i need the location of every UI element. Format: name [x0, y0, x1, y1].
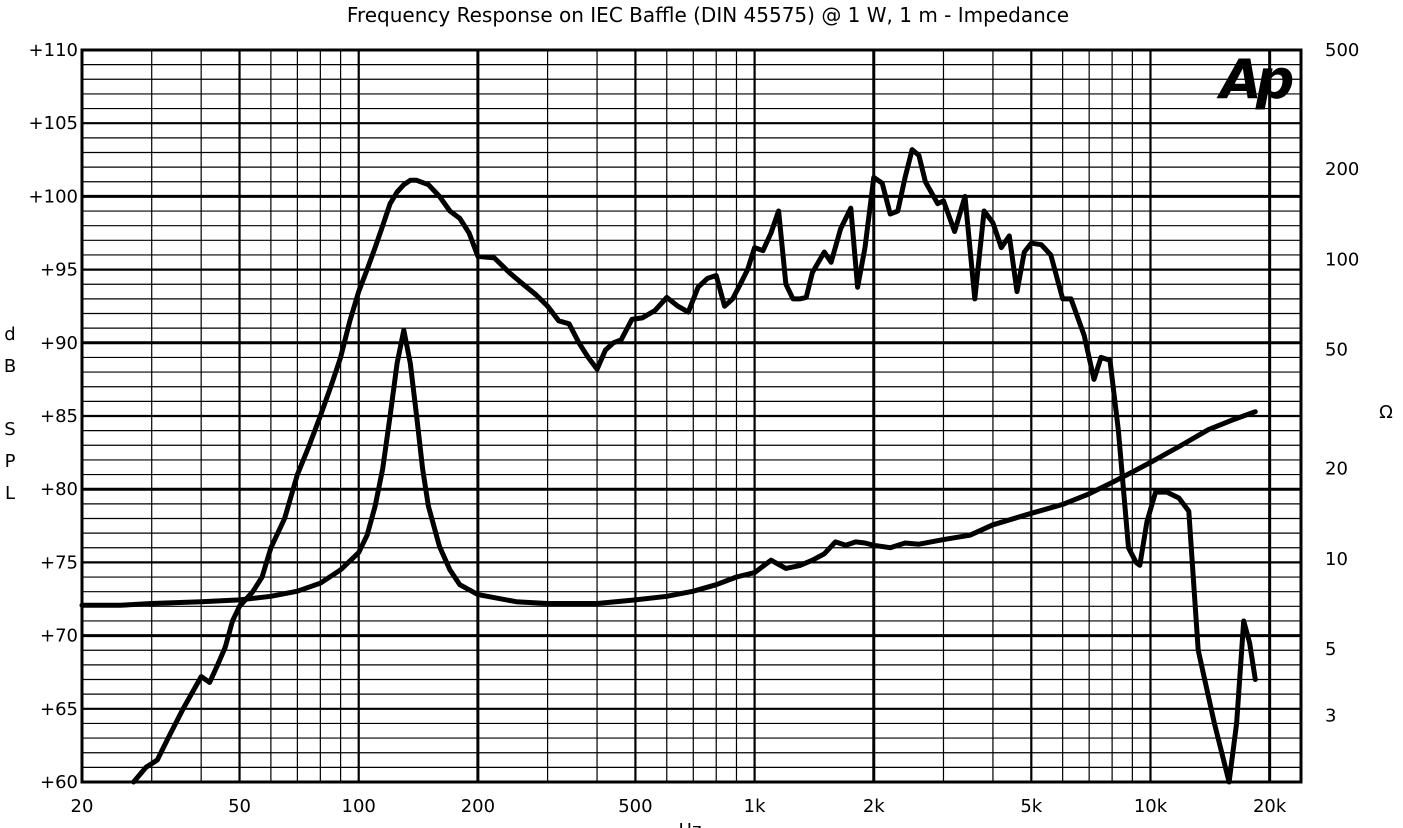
- right-tick-label: 20: [1325, 459, 1348, 480]
- left-tick-label: +65: [40, 699, 78, 720]
- x-tick-label: 10k: [1134, 796, 1168, 817]
- x-tick-label: 500: [618, 796, 652, 817]
- left-tick-label: +70: [40, 626, 78, 647]
- left-tick-label: +105: [29, 113, 78, 134]
- x-tick-label: 20k: [1253, 796, 1287, 817]
- left-axis-letter: d: [4, 324, 15, 345]
- left-tick-label: +100: [29, 186, 78, 207]
- series-layer: [79, 147, 1258, 785]
- right-axis-ticks: 500 200 100 50 20 10 5 3: [1325, 40, 1359, 727]
- right-tick-label: 3: [1325, 706, 1336, 727]
- right-tick-label: 10: [1325, 549, 1348, 570]
- left-axis-letter: L: [5, 483, 15, 504]
- right-tick-label: 5: [1325, 639, 1336, 660]
- x-tick-label: 20: [71, 796, 94, 817]
- right-axis-label: Ω: [1379, 402, 1393, 423]
- left-tick-label: +80: [40, 479, 78, 500]
- left-tick-label: +60: [40, 772, 78, 793]
- major-grid: [82, 50, 1301, 782]
- right-tick-label: 500: [1325, 40, 1359, 61]
- x-tick-label: 50: [228, 796, 251, 817]
- ap-logo: Ap: [1216, 48, 1293, 111]
- left-axis-letter: B: [4, 356, 16, 377]
- left-tick-label: +95: [40, 260, 78, 281]
- x-tick-label: 2k: [863, 796, 885, 817]
- chart-title: Frequency Response on IEC Baffle (DIN 45…: [347, 3, 1069, 27]
- plot-frame: [80, 48, 1303, 784]
- impedance-curve: [79, 327, 1258, 608]
- spl-curve: [131, 147, 1258, 785]
- left-axis-label: dB SPL: [4, 324, 16, 504]
- x-axis-label: Hz: [679, 820, 702, 828]
- right-tick-label: 100: [1325, 249, 1359, 270]
- right-tick-label: 200: [1325, 159, 1359, 180]
- left-tick-label: +75: [40, 552, 78, 573]
- left-axis-ticks: +110 +105 +100 +95 +90 +85 +80 +75 +70 +65 +60: [29, 40, 78, 793]
- x-tick-label: 100: [342, 796, 376, 817]
- left-tick-label: +90: [40, 333, 78, 354]
- x-axis-ticks: 20 50 100 200 500 1k 2k 5k 10k 20k: [71, 796, 1287, 817]
- x-tick-label: 5k: [1020, 796, 1042, 817]
- left-axis-letter: S: [4, 419, 15, 440]
- left-tick-label: +85: [40, 406, 78, 427]
- x-tick-label: 200: [461, 796, 495, 817]
- x-tick-label: 1k: [744, 796, 766, 817]
- right-tick-label: 50: [1325, 340, 1348, 361]
- left-axis-letter: P: [5, 451, 16, 472]
- left-tick-label: +110: [29, 40, 78, 61]
